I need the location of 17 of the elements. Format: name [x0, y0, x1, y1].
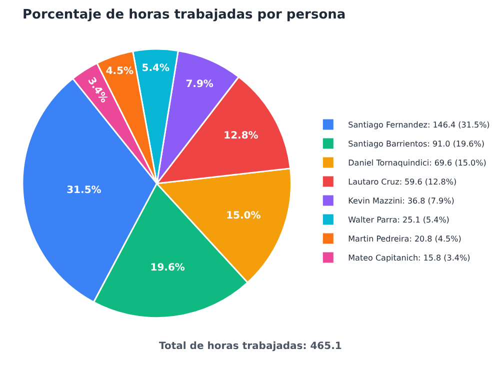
legend-label: Mateo Capitanich: 15.8 (3.4%)	[348, 254, 470, 263]
data-label: 5.4%	[142, 62, 170, 74]
data-label: 4.5%	[106, 66, 134, 78]
data-label: 7.9%	[186, 78, 214, 90]
data-label: 15.0%	[226, 210, 261, 222]
data-label: 12.8%	[224, 130, 258, 142]
legend-label: Santiago Barrientos: 91.0 (19.6%)	[348, 140, 484, 149]
legend-label: Santiago Fernandez: 146.4 (31.5%)	[348, 120, 490, 130]
legend-label: Daniel Tornaquindici: 69.6 (15.0%)	[348, 158, 486, 168]
legend-label: Kevin Mazzini: 36.8 (7.9%)	[348, 196, 454, 206]
text: Total de horas trabajadas: 465.1	[159, 341, 342, 352]
legend-label: Martin Pedreira: 20.8 (4.5%)	[348, 234, 462, 244]
data-label: 31.5%	[66, 184, 102, 196]
chart-title: Porcentaje de horas trabajadas por persona	[22, 7, 346, 22]
data-label: 19.6%	[150, 262, 185, 274]
legend-label: Walter Parra: 25.1 (5.4%)	[348, 216, 450, 225]
legend-label: Lautaro Cruz: 59.6 (12.8%)	[348, 178, 457, 187]
